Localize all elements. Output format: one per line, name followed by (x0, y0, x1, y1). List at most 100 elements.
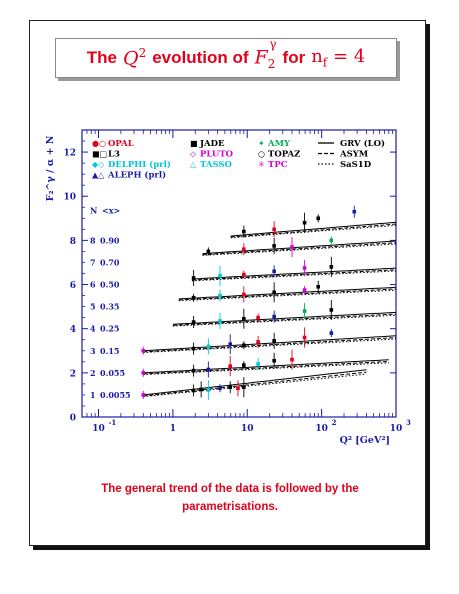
data-point (228, 364, 233, 369)
grv-curve (191, 267, 397, 280)
legend-label: TOPAZ (268, 150, 300, 160)
legend-label: JADE (199, 139, 225, 149)
slide-frame (29, 20, 426, 546)
bin-x-label: 0.70 (100, 257, 120, 267)
x-tick-label-sup: -1 (109, 418, 117, 427)
data-point (206, 344, 211, 349)
legend-label: TASSO (200, 160, 233, 170)
legend-label: SaS1D (340, 160, 372, 170)
asym-curve (143, 337, 397, 353)
legend-marker: ◇ (190, 150, 197, 159)
x-tick-label-sup: 2 (332, 418, 337, 427)
data-point (242, 229, 246, 234)
x-axis-label: Q² [GeV²] (340, 435, 390, 446)
x-tick-label-sup: 3 (406, 418, 411, 427)
data-point (290, 357, 294, 362)
legend-label: DELPHI (prl) (108, 159, 171, 170)
asym-curve (143, 361, 389, 375)
caption-line-2: parametrisations. (182, 501, 278, 513)
title-q2-base: Q (122, 47, 139, 70)
data-point (316, 284, 321, 289)
data-point (272, 339, 276, 343)
data-point (272, 314, 276, 319)
data-point (228, 385, 233, 389)
bin-header-n: N (90, 206, 97, 216)
data-point (242, 316, 246, 321)
x-tick-label: 1 (170, 424, 176, 434)
data-point (256, 362, 260, 366)
data-point (191, 295, 196, 300)
asym-curve (191, 269, 397, 281)
sas1d-curve (191, 270, 397, 282)
x-tick-label: 10 (92, 424, 105, 434)
asym-curve (178, 288, 397, 301)
sas1d-curve (202, 243, 397, 256)
legend-label: AMY (267, 139, 291, 149)
title-for: for (282, 48, 306, 67)
bin-x-label: 0.50 (100, 280, 120, 290)
legend-label: ASYM (339, 150, 369, 160)
legend-marker: △ (190, 160, 197, 169)
sas1d-curve (230, 224, 397, 239)
title-f2: F2 γ (254, 37, 277, 71)
title-nf-base: n (311, 46, 323, 68)
y-tick-label: 8 (70, 237, 76, 247)
title-box: The Q2 evolution of F2γ for nf = 4 (55, 37, 397, 78)
bin-x-label: 0.35 (100, 302, 119, 312)
data-point (329, 331, 334, 335)
grv-curve (143, 335, 397, 352)
bin-x-label: 0.15 (100, 346, 119, 356)
grv-curve (202, 240, 397, 255)
data-point (218, 319, 222, 323)
x-tick-label: 10 (241, 424, 254, 434)
legend-label: L3 (108, 150, 120, 160)
data-point (352, 209, 357, 214)
title-f2-base: F (254, 46, 268, 69)
data-point (329, 238, 334, 243)
data-point (329, 265, 334, 269)
legend-label: TPC (268, 160, 288, 170)
data-point (218, 386, 222, 391)
data-point (242, 292, 246, 297)
bin-x-label: 0.90 (100, 235, 120, 245)
data-point (206, 249, 211, 254)
asym-curve (202, 242, 397, 256)
bin-n-label: 8 (90, 235, 96, 245)
bin-header-x: <x> (102, 206, 120, 216)
legend-label: ALEPH (prl) (107, 170, 166, 181)
data-point (191, 368, 196, 373)
grv-curve (178, 286, 397, 300)
title-prefix: The (86, 48, 117, 67)
data-point (302, 266, 307, 270)
data-point (206, 388, 211, 392)
bin-n-label: 6 (90, 280, 96, 290)
data-point (242, 363, 246, 367)
bin-n-label: 3 (90, 346, 96, 356)
bin-n-label: 7 (90, 257, 96, 267)
title-nf: nf = 4 (311, 46, 365, 70)
data-point (272, 269, 276, 274)
data-point (218, 293, 222, 298)
bin-n-label: 5 (90, 302, 96, 312)
caption: The general trend of the data is followe… (50, 480, 410, 516)
data-point (199, 387, 203, 392)
y-tick-label: 2 (70, 369, 76, 379)
data-point (191, 320, 196, 324)
legend-marker: ■ (190, 139, 198, 148)
data-point (141, 393, 146, 397)
x-tick-label: 10 (390, 424, 403, 434)
asym-curve (172, 313, 397, 326)
data-point (191, 276, 196, 280)
title-q2-sup: 2 (138, 46, 147, 61)
legend-marker: ○ (258, 150, 265, 159)
data-point (218, 273, 222, 278)
data-point (302, 288, 307, 292)
data-point (302, 309, 307, 313)
asym-curve (143, 371, 367, 397)
data-point (272, 244, 276, 248)
legend-label: PLUTO (200, 150, 234, 160)
sas1d-curve (178, 289, 397, 302)
data-point (141, 371, 146, 375)
data-point (228, 342, 233, 346)
